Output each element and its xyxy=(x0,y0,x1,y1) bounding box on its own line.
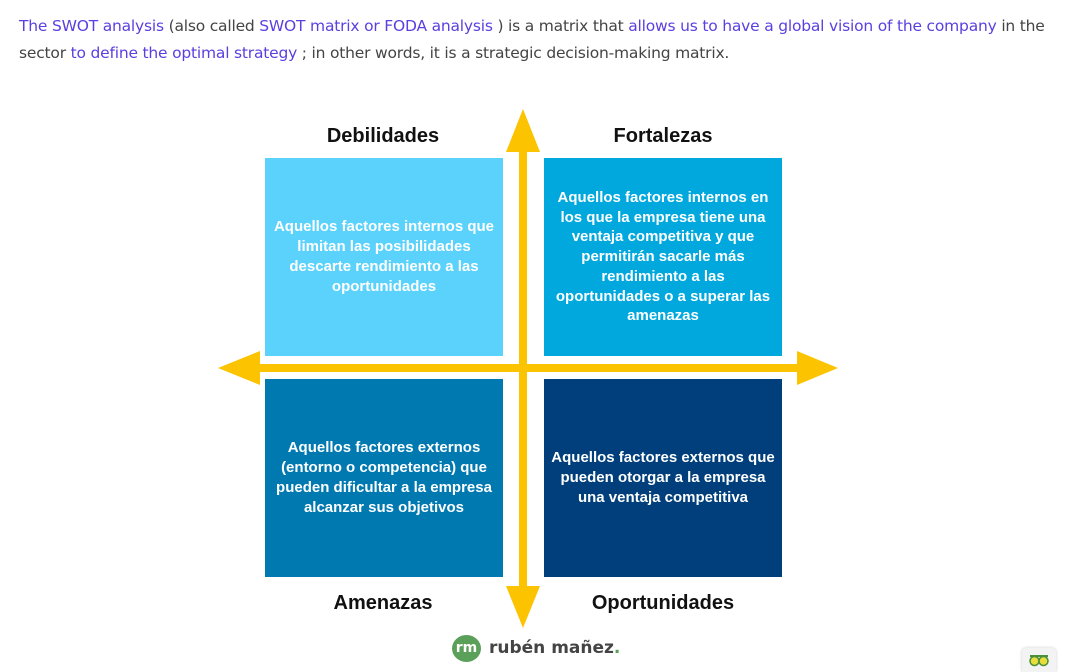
heading-oportunidades: Oportunidades xyxy=(591,592,735,614)
arrow-left-icon xyxy=(218,351,260,385)
quadrant-text: Aquellos factores externos (entorno o co… xyxy=(276,439,492,516)
intro-text: ; in other words, it is a strategic deci… xyxy=(297,44,730,62)
arrow-down-icon xyxy=(506,586,540,628)
logo-dot: . xyxy=(613,638,621,658)
intro-text: ) is a matrix that xyxy=(492,17,629,35)
quadrant-text: Aquellos factores internos que limitan l… xyxy=(273,218,495,295)
quadrant-weaknesses: Aquellos factores internos que limitan l… xyxy=(265,158,503,356)
arrow-right-icon xyxy=(797,351,838,385)
intro-paragraph: The SWOT analysis (also called SWOT matr… xyxy=(19,13,1069,67)
quadrant-threats: Aquellos factores externos (entorno o co… xyxy=(265,379,503,577)
logo-text: rubén mañez. xyxy=(489,638,620,658)
intro-text: in the sector xyxy=(19,17,1045,62)
logo-name: rubén mañez xyxy=(489,638,614,658)
link-swot-analysis[interactable]: The SWOT analysis xyxy=(19,17,164,35)
eye-glasses-icon[interactable] xyxy=(1022,648,1056,672)
quadrant-text: Aquellos factores internos en los que la… xyxy=(555,188,771,325)
logo-mark: rm xyxy=(452,634,481,662)
quadrant-strengths: Aquellos factores internos en los que la… xyxy=(544,158,782,356)
link-swot-matrix[interactable]: SWOT matrix or FODA analysis xyxy=(259,17,493,35)
horizontal-axis-bar xyxy=(258,364,800,372)
arrow-up-icon xyxy=(506,109,540,152)
heading-debilidades: Debilidades xyxy=(326,125,440,147)
heading-amenazas: Amenazas xyxy=(333,592,433,614)
link-optimal-strategy[interactable]: define the optimal strategy xyxy=(90,44,298,62)
link-to[interactable]: to xyxy=(70,44,86,62)
link-global-vision[interactable]: allows us to have a global vision of the… xyxy=(628,17,997,35)
quadrant-opportunities: Aquellos factores externos que pueden ot… xyxy=(544,379,782,577)
quadrant-text: Aquellos factores externos que pueden ot… xyxy=(551,449,775,506)
heading-fortalezas: Fortalezas xyxy=(613,125,713,147)
intro-text: (also called xyxy=(163,17,260,35)
brand-logo[interactable]: rm rubén mañez. xyxy=(452,634,620,662)
